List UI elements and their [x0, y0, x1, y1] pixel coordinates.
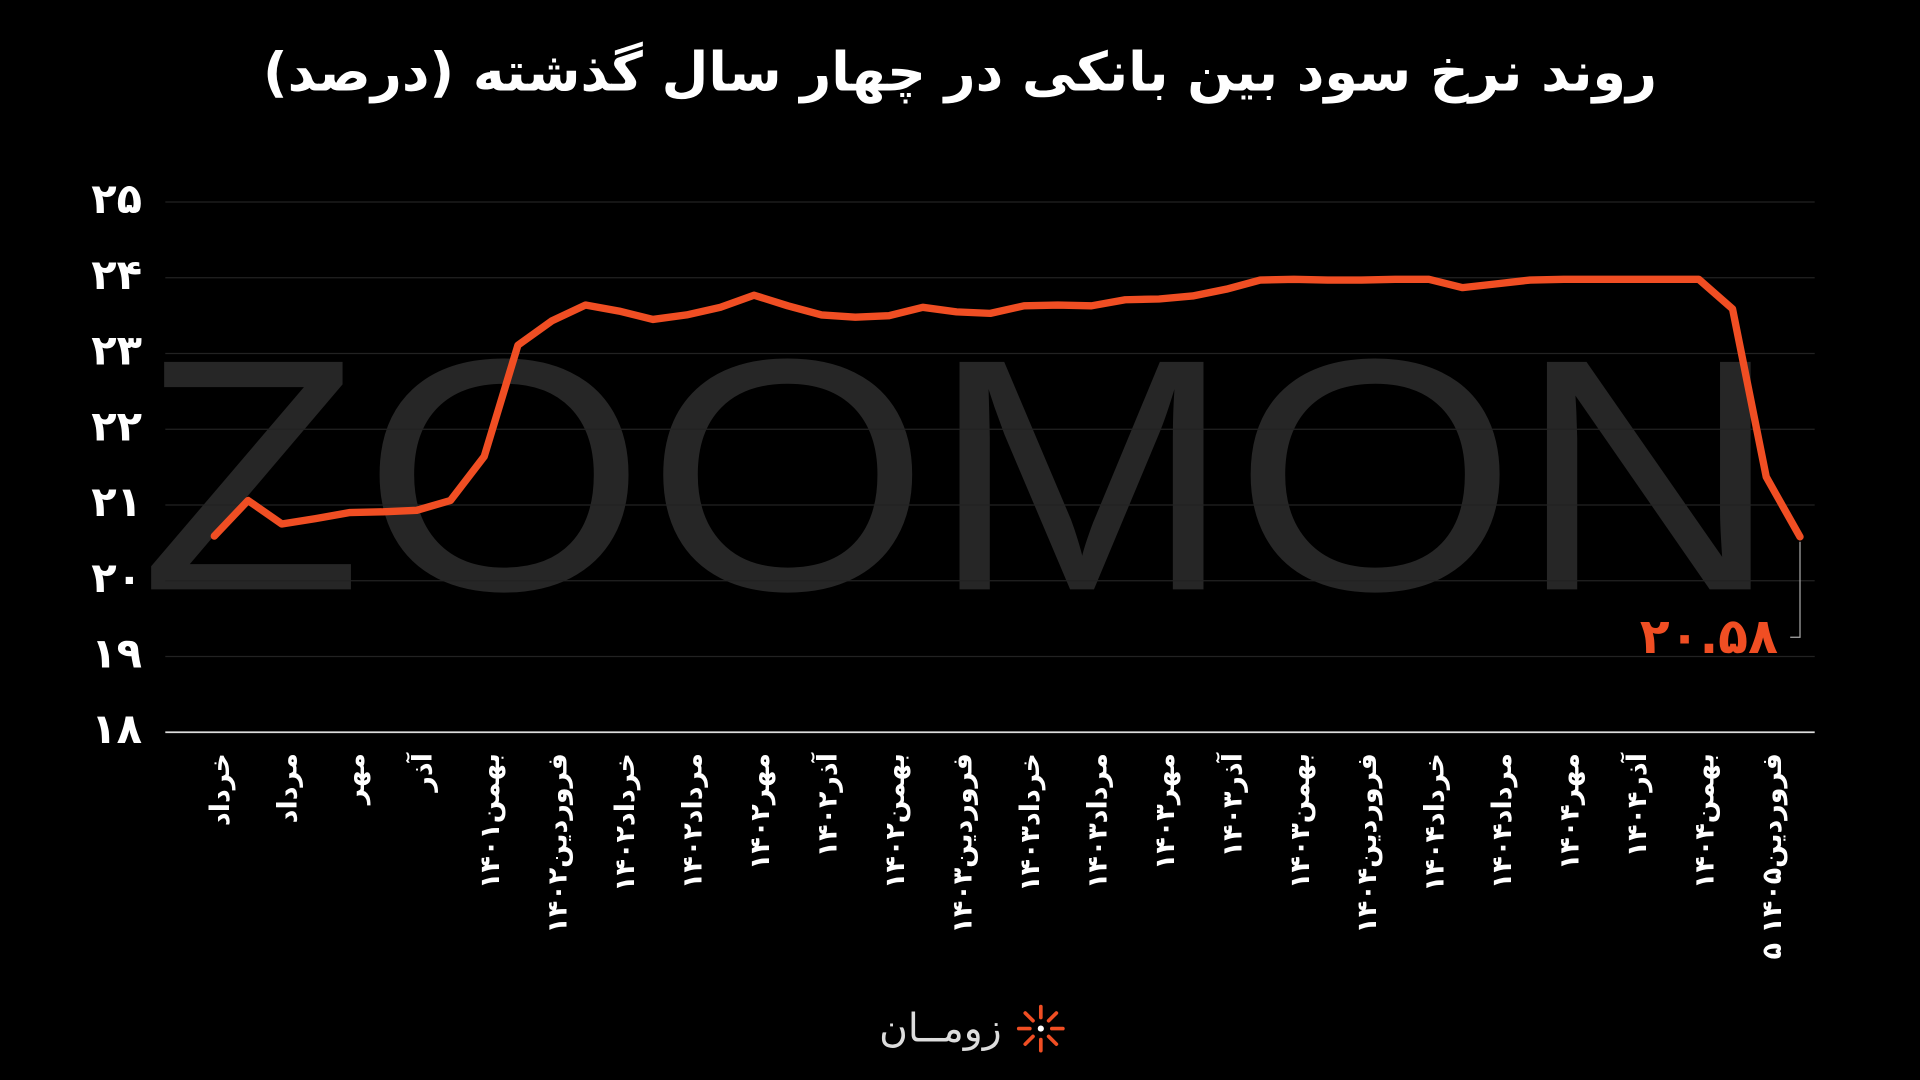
x-tick-label: فروردین۱۴۰۴	[1352, 753, 1383, 934]
x-tick-label: بهمن۱۴۰۳	[1285, 753, 1316, 889]
x-tick-label: بهمن۱۴۰۲	[880, 753, 911, 889]
y-tick-label: ۱۸	[91, 704, 142, 753]
x-tick-label: خرداد۱۴۰۳	[1015, 753, 1046, 892]
x-tick-label: مهر۱۴۰۲	[745, 753, 776, 870]
logo-icon	[1016, 1004, 1065, 1053]
x-tick-label: مرداد	[273, 753, 304, 823]
x-tick-label: فروردین۱۴۰۲	[543, 753, 574, 934]
x-tick-label: آذر۱۴۰۳	[1215, 752, 1248, 857]
x-tick-label: مهر	[340, 753, 371, 806]
x-tick-label: ۵ فروردین۱۴۰۵	[1757, 753, 1788, 959]
value-label: ۲۰.۵۸	[1640, 608, 1778, 665]
x-tick-label: بهمن۱۴۰۱	[475, 753, 506, 889]
leader-line	[1790, 541, 1801, 638]
x-tick-label: آذر۱۴۰۲	[810, 752, 843, 857]
x-tick-label: خرداد۱۴۰۴	[1420, 753, 1451, 892]
x-tick-label: مرداد۱۴۰۳	[1082, 753, 1113, 889]
logo: زومــان	[879, 1004, 1065, 1053]
x-tick-label: فروردین۱۴۰۳	[947, 753, 978, 934]
y-tick-label: ۲۳	[91, 326, 142, 375]
x-tick-label: آذر۱۴۰۴	[1620, 752, 1653, 857]
x-tick-label: خرداد	[205, 753, 236, 826]
y-tick-label: ۱۹	[91, 629, 142, 678]
x-tick-label: بهمن۱۴۰۴	[1690, 753, 1721, 889]
y-tick-label: ۲۵	[91, 174, 142, 223]
brand-name: زومــان	[879, 1007, 1001, 1052]
data-line	[210, 275, 1804, 541]
y-tick-label: ۲۰	[91, 553, 142, 602]
y-tick-label: ۲۴	[91, 250, 142, 299]
y-tick-label: ۲۱	[91, 477, 142, 526]
x-tick-label: مرداد۱۴۰۴	[1487, 753, 1518, 889]
x-tick-label: خرداد۱۴۰۲	[610, 753, 641, 892]
x-tick-label: مرداد۱۴۰۲	[677, 753, 708, 889]
x-tick-label: مهر۱۴۰۴	[1555, 753, 1586, 870]
y-tick-label: ۲۲	[91, 401, 142, 450]
x-tick-label: مهر۱۴۰۳	[1150, 753, 1181, 870]
chart-title: روند نرخ سود بین بانکی در چهار سال گذشته…	[263, 41, 1657, 104]
x-tick-label: آذر	[406, 752, 439, 793]
watermark: ZOOMON	[140, 291, 1781, 660]
